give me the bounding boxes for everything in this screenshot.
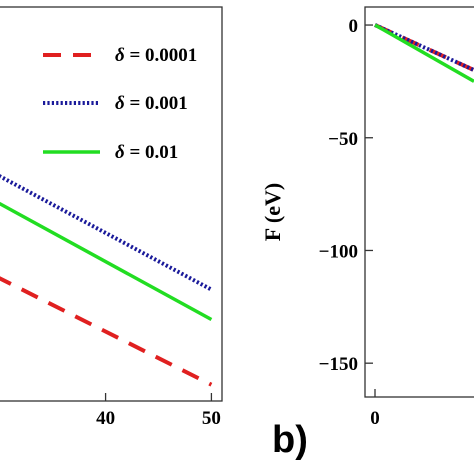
left-series-line-1 [0,276,213,387]
left-x-tick-label-1: 40 [96,408,115,429]
left-series-line-3 [0,201,213,322]
left-plot-frame [0,6,223,402]
right-y-tick-label-1: 0 [349,16,359,37]
left-x-tick-label-2: 50 [202,408,221,429]
right-plot-frame [364,6,474,398]
right-plot: 0 −50 −100 −150 0 F (eV) [260,6,474,429]
legend-label-2: δ = 0.001 [115,93,188,114]
right-y-tick-label-2: −50 [328,129,358,150]
right-series-line-1 [374,23,474,72]
legend-label-1: δ = 0.0001 [115,45,197,66]
right-series-line-3 [374,23,474,83]
right-y-tick-label-4: −150 [319,354,358,375]
right-y-tick-label-3: −100 [319,241,358,262]
y-axis-title: F (eV) [260,183,285,241]
left-series-line-2 [0,174,213,292]
legend-label-3: δ = 0.01 [115,142,178,163]
legend: δ = 0.0001 δ = 0.001 δ = 0.01 [43,45,197,163]
left-plot: 40 50 δ = 0.0001 δ = 0.001 δ = 0.01 [0,6,223,429]
panel-label: b) [272,419,308,461]
right-x-tick-label-1: 0 [370,408,380,429]
